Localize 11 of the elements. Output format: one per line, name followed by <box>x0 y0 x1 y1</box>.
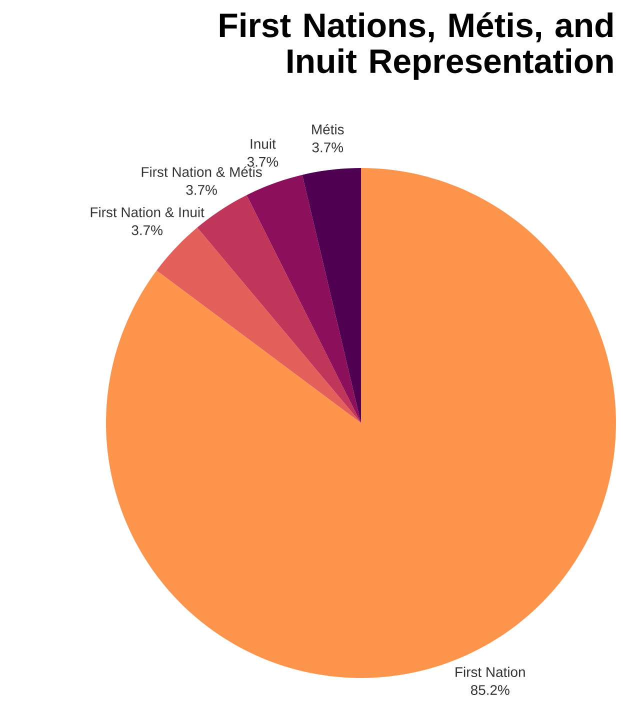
data-label: 3.7% <box>247 156 278 167</box>
data-label: 85.2% <box>470 685 510 695</box>
data-label: 3.7% <box>132 225 162 236</box>
slice-label: First Nation & Métis <box>142 166 262 177</box>
slice-label: First Nation <box>456 666 525 678</box>
slice-label: First Nation & Inuit <box>90 206 204 218</box>
chart-title: First Nations, Métis, and Inuit Representation <box>220 12 613 80</box>
data-label: 3.7% <box>186 185 217 195</box>
slice-label: Métis <box>312 124 344 134</box>
slice-label: Inuit <box>250 138 276 149</box>
data-label: 3.7% <box>312 142 344 152</box>
